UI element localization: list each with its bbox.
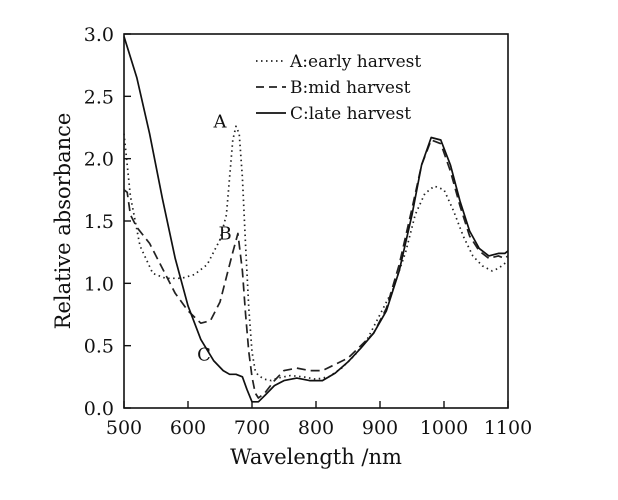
- y-tick-label: 0.0: [84, 398, 114, 420]
- series-lines: [123, 36, 509, 403]
- x-tick-label: 700: [234, 417, 270, 439]
- legend-label-b: B:mid harvest: [290, 78, 411, 98]
- y-axis-title: Relative absorbance: [51, 113, 75, 330]
- legend-label-a: A:early harvest: [289, 52, 421, 72]
- x-tick-label: 1000: [420, 417, 468, 439]
- curve-tags: A B C: [197, 112, 232, 366]
- curve-tag-a: A: [213, 112, 228, 133]
- series-line-b: [123, 139, 509, 399]
- x-axis-ticks: 500 600 700 800 900 1000 1100: [106, 401, 532, 439]
- y-tick-label: 2.5: [84, 86, 114, 108]
- y-axis-ticks: 0.0 0.5 1.0 1.5 2.0 2.5 3.0: [84, 24, 131, 420]
- x-tick-label: 1100: [484, 417, 532, 439]
- series-line-c: [123, 36, 509, 403]
- x-tick-label: 500: [106, 417, 142, 439]
- x-tick-label: 800: [298, 417, 334, 439]
- y-tick-label: 1.0: [84, 273, 114, 295]
- y-tick-label: 0.5: [84, 336, 114, 358]
- y-tick-label: 3.0: [84, 24, 114, 46]
- x-axis-title: Wavelength /nm: [230, 445, 402, 469]
- legend: A:early harvest B:mid harvest C:late har…: [256, 52, 421, 124]
- y-tick-label: 1.5: [84, 211, 114, 233]
- legend-label-c: C:late harvest: [290, 104, 411, 124]
- x-tick-label: 900: [362, 417, 398, 439]
- y-tick-label: 2.0: [84, 149, 114, 171]
- curve-tag-b: B: [219, 224, 232, 245]
- x-tick-label: 600: [170, 417, 206, 439]
- curve-tag-c: C: [197, 345, 211, 366]
